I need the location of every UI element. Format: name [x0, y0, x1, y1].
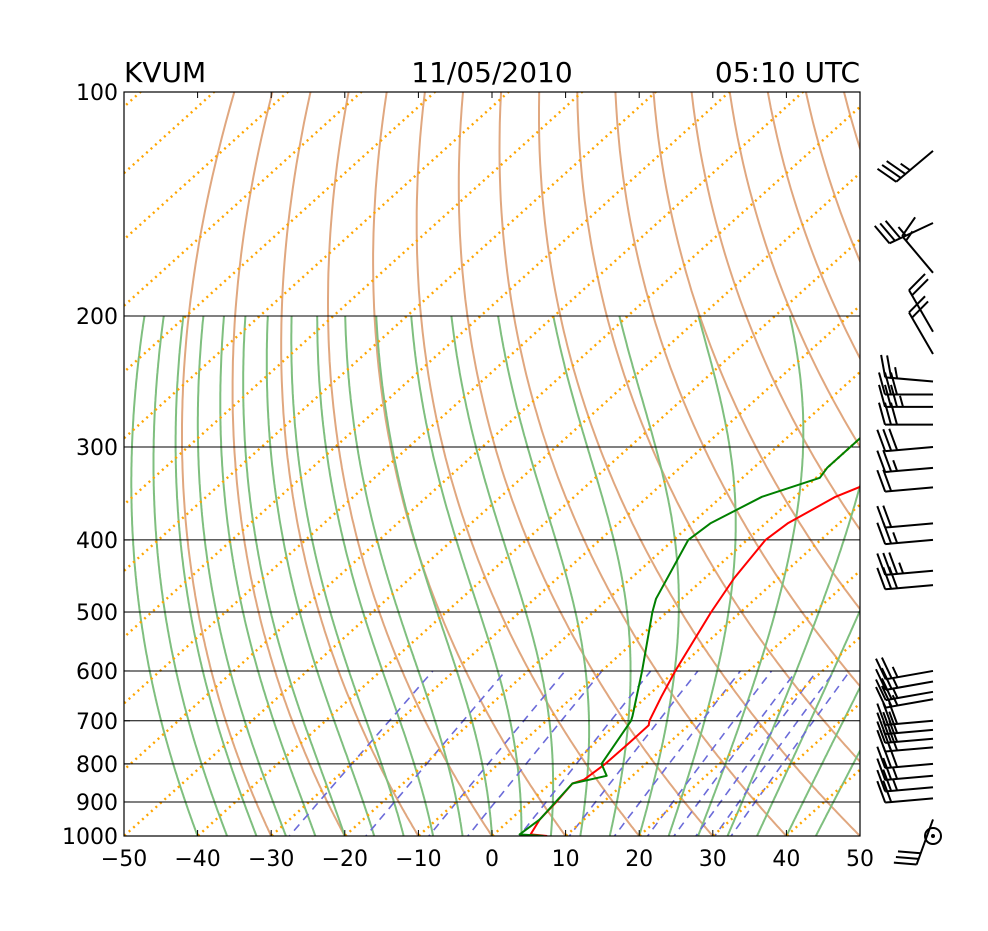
wind-barb: [876, 711, 934, 736]
moist-adiabat: [814, 748, 860, 836]
wind-barb: [876, 552, 934, 576]
isotherm: [490, 502, 860, 836]
title-left: KVUM: [124, 56, 206, 89]
wind-barb: [878, 384, 933, 408]
y-tick-label: 400: [76, 529, 118, 554]
mixing-ratio-line: [613, 670, 742, 836]
x-tick-label: 50: [846, 847, 874, 872]
y-tick-label: 1000: [62, 825, 118, 850]
y-tick-label: 700: [76, 710, 118, 735]
wind-barb: [876, 521, 934, 546]
dry-adiabat: [280, 92, 420, 836]
dry-adiabat: [415, 92, 641, 836]
x-tick-label: 40: [772, 847, 800, 872]
mixing-ratio-line: [730, 670, 851, 836]
wind-barb: [873, 220, 934, 245]
dry-adiabat: [372, 92, 567, 836]
y-tick-label: 500: [76, 601, 118, 626]
isotherm: [124, 92, 511, 440]
isotherm: [124, 92, 584, 507]
dry-adiabat: [614, 92, 860, 688]
mixing-ratio-line: [713, 670, 836, 836]
isotherm: [416, 436, 860, 836]
dry-adiabat: [728, 92, 860, 449]
isotherm: [563, 569, 860, 836]
mixing-ratio-line: [288, 670, 434, 836]
x-tick-label: 30: [699, 847, 727, 872]
mixing-ratio-line: [466, 670, 603, 836]
dry-adiabat: [576, 92, 860, 764]
mixing-ratio-line: [364, 670, 507, 836]
wind-barb: [876, 757, 934, 781]
title-right: 05:10 UTC: [715, 56, 860, 89]
wind-barb: [876, 469, 934, 493]
wind-barb: [875, 685, 934, 709]
isotherm: [124, 105, 860, 772]
x-tick-label: 10: [552, 847, 580, 872]
y-tick-label: 300: [76, 436, 118, 461]
y-tick-label: 200: [76, 305, 118, 330]
y-tick-label: 800: [76, 753, 118, 778]
y-tick-label: 900: [76, 791, 118, 816]
title-center: 11/05/2010: [411, 56, 572, 89]
isotherm: [124, 92, 290, 242]
x-tick-label: −30: [248, 847, 294, 872]
x-tick-label: 20: [625, 847, 653, 872]
mixing-ratio-line: [646, 670, 773, 836]
wind-barb: [908, 273, 934, 333]
x-tick-label: −10: [395, 847, 441, 872]
isotherm: [269, 304, 860, 836]
isotherm: [124, 171, 860, 836]
wind-barb: [875, 657, 934, 681]
isotherm: [343, 370, 860, 836]
wind-barb: [893, 819, 934, 866]
profile-lines: [518, 436, 860, 836]
x-tick-label: −50: [101, 847, 147, 872]
mixing-ratio-line: [673, 670, 797, 836]
mixing-ratio-line: [427, 670, 566, 836]
y-tick-label: 100: [76, 81, 118, 106]
isotherm: [637, 635, 860, 836]
wind-barb: [876, 505, 934, 529]
dry-adiabat: [690, 92, 860, 532]
dry-adiabat: [181, 92, 273, 836]
isotherm: [124, 92, 658, 573]
isotherm: [124, 92, 364, 308]
x-tick-label: −20: [322, 847, 368, 872]
isotherm: [195, 237, 860, 836]
wind-barb: [878, 372, 933, 396]
x-tick-label: −40: [174, 847, 220, 872]
moist-adiabat: [785, 685, 860, 836]
dewpoint-line: [518, 436, 860, 836]
isotherm: [124, 92, 805, 706]
x-tick-label: 0: [485, 847, 499, 872]
wind-barb: [876, 449, 934, 474]
dry-adiabat: [231, 92, 346, 836]
wind-barb: [875, 667, 934, 691]
y-tick-label: 600: [76, 660, 118, 685]
isotherm: [711, 701, 860, 836]
mixing-ratio-line: [518, 670, 652, 836]
wind-barb: [880, 354, 934, 383]
isotherm: [124, 92, 732, 639]
wind-barb: [876, 428, 934, 453]
mixing-ratio-line: [694, 670, 818, 836]
wind-barb: [924, 827, 942, 845]
dry-adiabat: [652, 92, 860, 611]
wind-barb: [876, 150, 934, 183]
wind-barbs: [873, 150, 942, 866]
isotherm: [124, 92, 437, 374]
dry-adiabat: [538, 92, 860, 836]
dry-adiabat: [327, 92, 494, 836]
